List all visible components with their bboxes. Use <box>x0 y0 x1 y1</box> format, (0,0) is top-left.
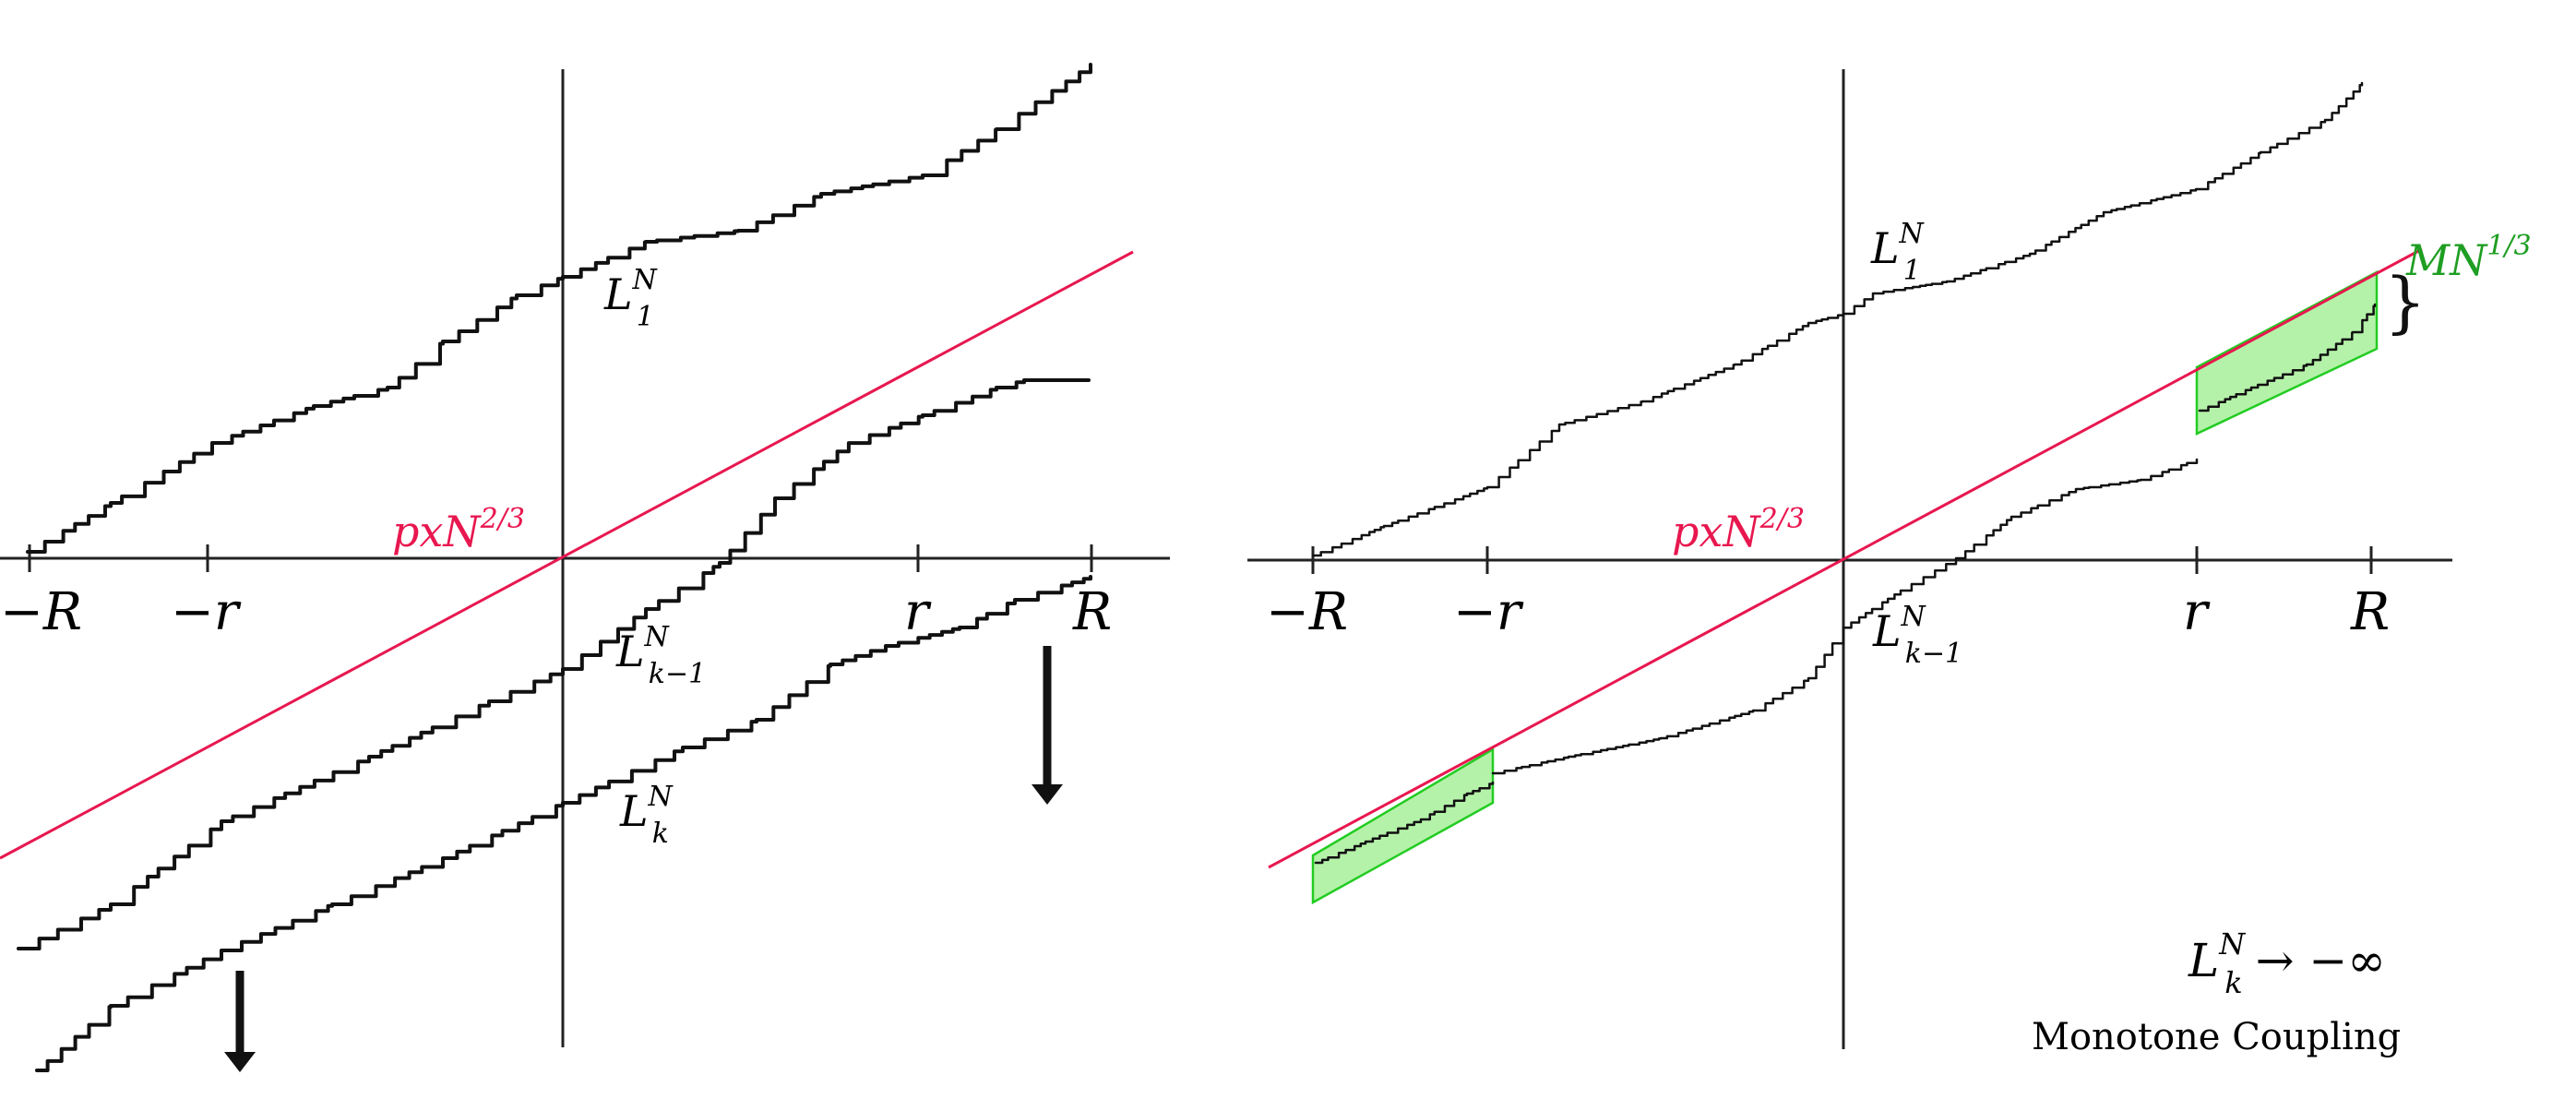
right-label-curve-k-minus-1: LN k−1 <box>1872 601 1962 670</box>
left-curve-k-minus-1 <box>17 378 1091 950</box>
right-tick-label-r: r <box>2183 582 2211 642</box>
left-tick-label-neg-r: −r <box>171 582 242 642</box>
left-drift-label: pxN2/3 <box>392 503 525 556</box>
right-limit-label: LN k → −∞ <box>2188 926 2386 1000</box>
right-curve-1 <box>1311 81 2364 557</box>
right-drift-label: pxN2/3 <box>1672 503 1805 556</box>
right-curve-k-minus-1 <box>1491 458 2199 775</box>
right-label-curve-1: LN 1 <box>1870 218 1926 287</box>
left-curve-1 <box>26 63 1092 554</box>
right-brace: } <box>2384 263 2427 340</box>
right-tick-label-neg-R: −R <box>1266 582 1348 642</box>
left-down-arrow-left <box>224 971 256 1072</box>
left-tick-label-R: R <box>1072 582 1112 642</box>
right-box-height-label: MN1/3 <box>2405 230 2532 285</box>
left-drift-line <box>0 250 1134 860</box>
right-drift-line <box>1268 247 2423 869</box>
right-green-box-left <box>1311 747 1495 905</box>
left-label-curve-k-minus-1: LN k−1 <box>615 621 706 690</box>
right-curve-box-left <box>1314 781 1495 865</box>
right-panel: −R −r r R pxN2/3 LN 1 LN k−1 MN1/3 } LN k <box>1247 69 2532 1058</box>
left-panel: −R −r r R pxN2/3 LN 1 LN k−1 LN k <box>0 63 1170 1072</box>
left-down-arrow-right <box>1032 646 1063 805</box>
right-curve-box-right <box>2198 303 2377 412</box>
right-tick-label-R: R <box>2350 582 2390 642</box>
left-label-curve-k: LN k <box>619 781 674 850</box>
right-tick-label-neg-r: −r <box>1453 582 1524 642</box>
left-tick-label-r: r <box>904 582 932 642</box>
right-caption: Monotone Coupling <box>2032 1016 2401 1058</box>
left-label-curve-1: LN 1 <box>603 264 659 333</box>
left-tick-label-neg-R: −R <box>0 582 82 642</box>
right-green-box-right <box>2195 269 2379 436</box>
left-curve-k <box>35 575 1092 1072</box>
